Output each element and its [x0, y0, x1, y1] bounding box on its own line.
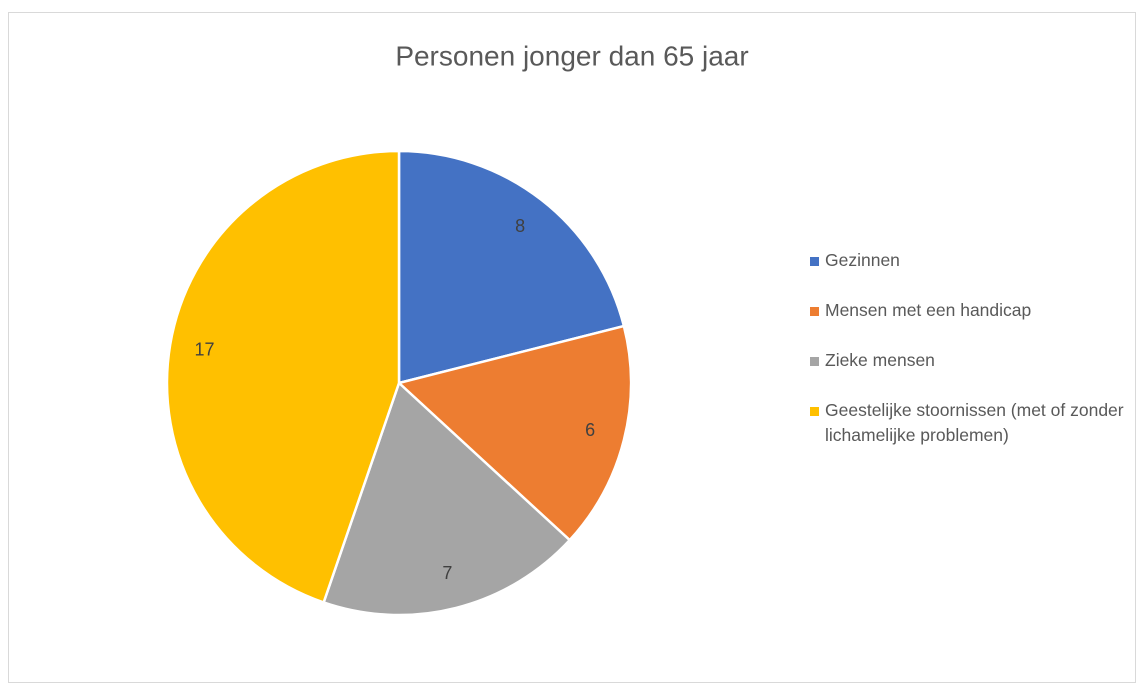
legend-swatch — [810, 307, 819, 316]
legend-swatch — [810, 257, 819, 266]
pie-slice — [397, 149, 626, 385]
data-label: 7 — [442, 563, 452, 583]
data-label: 17 — [194, 339, 214, 359]
pie-slice — [396, 324, 633, 542]
legend: Gezinnen Mensen met een handicap Zieke men… — [808, 248, 1138, 473]
legend-label: Mensen met een handicap — [825, 300, 1032, 320]
legend-label: Geestelijke stoornissen (met of zonder l… — [825, 400, 1124, 445]
legend-swatch — [810, 357, 819, 366]
pie-slice — [322, 380, 572, 617]
legend-swatch — [810, 407, 819, 416]
chart-title: Personen jonger dan 65 jaar — [395, 40, 748, 71]
legend-item: Geestelijke stoornissen (met of zonder l… — [808, 398, 1137, 448]
legend-label: Zieke mensen — [825, 350, 935, 370]
data-label: 8 — [515, 216, 525, 236]
legend-item: Gezinnen — [808, 248, 1137, 273]
pie-slice — [165, 149, 401, 605]
legend-item: Zieke mensen — [808, 348, 1137, 373]
data-label: 6 — [585, 420, 595, 440]
legend-label: Gezinnen — [825, 250, 900, 270]
legend-item: Mensen met een handicap — [808, 298, 1137, 323]
